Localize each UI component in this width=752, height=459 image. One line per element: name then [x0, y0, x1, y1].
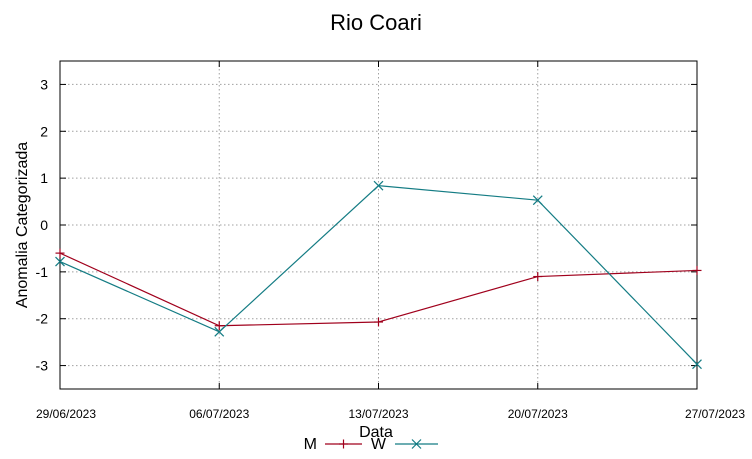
data-point-M	[374, 317, 383, 327]
legend-label: M	[304, 436, 317, 453]
data-point-W-stroke	[373, 180, 384, 191]
data-point-W	[214, 326, 225, 337]
data-point-W-stroke	[55, 256, 65, 267]
data-point-W-stroke	[532, 195, 543, 206]
x-tick-label: 27/07/2023	[685, 407, 745, 421]
data-point-M	[533, 272, 543, 282]
y-axis: -3 -2 -1 0 1 2 3	[36, 76, 697, 374]
legend-label: W	[371, 436, 387, 453]
y-tick-label: 3	[40, 76, 48, 92]
data-point-W	[692, 359, 702, 370]
data-point-W-stroke	[214, 326, 225, 337]
y-tick-label: -3	[36, 358, 49, 374]
x-axis-label: Data	[359, 424, 393, 441]
data-point-M	[692, 265, 702, 275]
grid	[59, 61, 698, 389]
y-tick-label: 1	[40, 170, 48, 186]
data-point-W	[55, 256, 65, 267]
data-point-W	[532, 195, 543, 206]
legend-marker-stroke	[411, 439, 422, 449]
data-point-W-stroke	[692, 359, 702, 370]
y-tick-label: -2	[36, 311, 49, 327]
x-tick-label: 20/07/2023	[508, 407, 568, 421]
chart-title: Rio Coari	[330, 10, 422, 35]
x-tick-label: 06/07/2023	[189, 407, 249, 421]
series-layer	[55, 180, 702, 370]
legend-marker	[411, 439, 422, 449]
y-tick-label: -1	[36, 264, 49, 280]
data-point-M	[55, 248, 65, 258]
data-point-W	[373, 180, 384, 191]
x-axis: 29/06/2023 06/07/2023 13/07/2023 20/07/2023…	[36, 61, 745, 421]
legend-marker	[339, 439, 348, 449]
y-tick-label: 2	[40, 123, 48, 139]
data-point-M	[214, 321, 224, 331]
y-tick-label: 0	[40, 217, 48, 233]
x-tick-label: 29/06/2023	[36, 407, 96, 421]
x-tick-label: 13/07/2023	[348, 407, 408, 421]
y-axis-label: Anomalia Categorizada	[14, 142, 31, 308]
